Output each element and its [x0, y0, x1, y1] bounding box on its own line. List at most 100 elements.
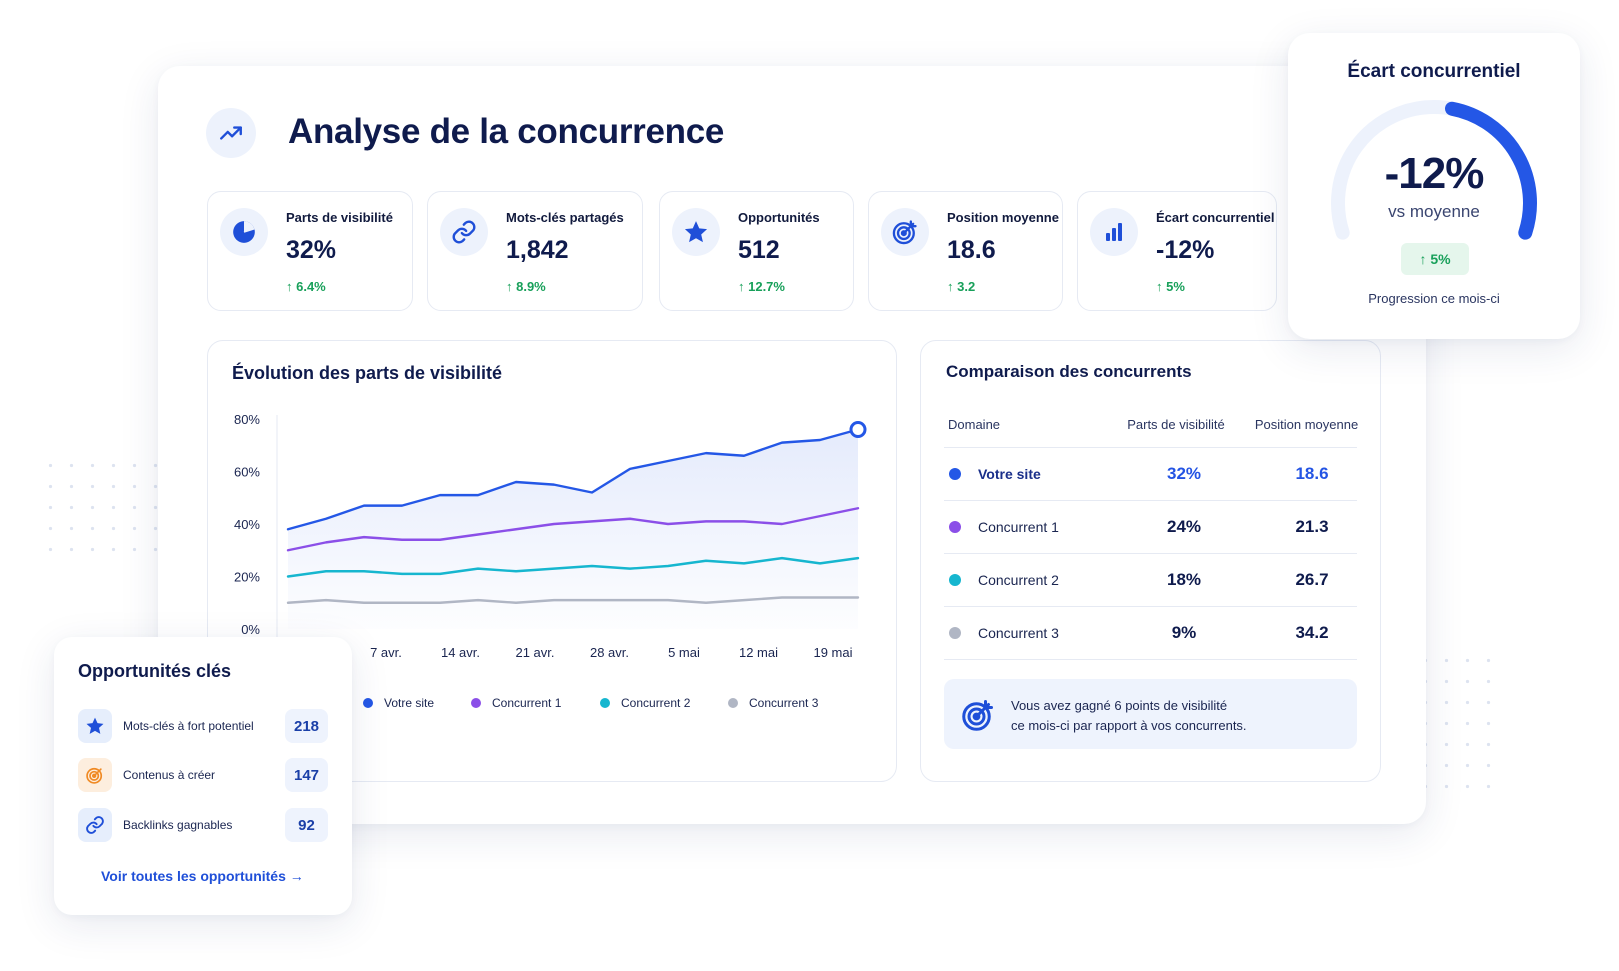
legend-dot [471, 698, 481, 708]
chart-title: Évolution des parts de visibilité [232, 363, 503, 383]
gauge-title: Écart concurrentiel [1347, 61, 1521, 82]
legend-dot [728, 698, 738, 708]
average-position: 26.7 [1295, 570, 1329, 589]
kpi-label: Position moyenne [947, 210, 1059, 225]
series-line-votre-site [286, 428, 860, 531]
visibility-share: 18% [1166, 570, 1202, 589]
visibility-share: 9% [1171, 623, 1197, 642]
gauge-chart [1331, 100, 1537, 240]
kpi-label: Opportunités [738, 210, 820, 225]
legend-dot [949, 521, 961, 533]
column-header-share: Parts de visibilité [1127, 417, 1225, 432]
star-icon [672, 208, 720, 256]
dot-pattern-right [1415, 650, 1505, 800]
average-position: 21.3 [1295, 517, 1329, 536]
table-row[interactable]: Concurrent 1 24% 21.3 [944, 500, 1357, 553]
kpi-change: ↑ 8.9% [506, 279, 546, 294]
kpi-change: ↑ 6.4% [286, 279, 326, 294]
legend-dot [949, 468, 961, 480]
column-header-position: Position moyenne [1254, 417, 1359, 432]
visibility-line-chart: 80% 60% 40% 20% 0% 7 avr. 14 avr. 21 avr. 28 avr… [234, 412, 867, 710]
opportunity-count: 147 [285, 758, 328, 792]
series-end-marker [849, 421, 867, 438]
legend-label: Votre site [384, 696, 434, 710]
x-tick-label: 14 avr. [441, 645, 480, 660]
y-tick-label: 60% [234, 465, 260, 480]
pie-chart-icon [220, 208, 268, 256]
insight-text: Vous avez gagné 6 points de visibilité c… [1011, 696, 1247, 736]
target-icon [881, 208, 929, 256]
gauge-subtitle: vs moyenne [1388, 202, 1480, 221]
insight-banner: Vous avez gagné 6 points de visibilité c… [944, 679, 1357, 749]
opportunity-item-backlinks[interactable]: Backlinks gagnables 92 [78, 808, 328, 842]
kpi-change: ↑ 12.7% [738, 279, 785, 294]
target-icon [962, 700, 993, 731]
series-line-concurrent-3 [286, 596, 860, 604]
kpi-change: ↑ 5% [1156, 279, 1185, 294]
kpi-value: 32% [286, 236, 337, 264]
gauge-value: -12% [1384, 149, 1485, 198]
domain-name: Votre site [978, 466, 1041, 482]
series-line-concurrent-2 [286, 556, 860, 578]
opportunity-item-keywords[interactable]: Mots-clés à fort potentiel 218 [78, 709, 328, 743]
comparison-title: Comparaison des concurrents [946, 362, 1192, 381]
visibility-share: 24% [1166, 517, 1202, 536]
legend-label: Concurrent 3 [749, 696, 819, 710]
kpi-card-shared-keywords[interactable]: Mots-clés partagés 1,842 ↑ 8.9% [427, 191, 643, 311]
average-position: 18.6 [1295, 464, 1329, 483]
gauge-fill [1444, 101, 1537, 240]
opportunity-label: Backlinks gagnables [123, 818, 233, 832]
average-position: 34.2 [1295, 623, 1329, 642]
y-tick-label: 20% [234, 570, 260, 585]
kpi-value: 1,842 [506, 236, 569, 264]
column-header-domain: Domaine [948, 417, 1001, 432]
x-tick-label: 5 mai [668, 645, 700, 660]
table-row[interactable]: Concurrent 2 18% 26.7 [944, 553, 1357, 606]
opportunity-label: Mots-clés à fort potentiel [123, 719, 254, 733]
opportunity-count: 218 [285, 709, 328, 743]
dot-pattern-left [40, 455, 160, 565]
kpi-card-visibility[interactable]: Parts de visibilité 32% ↑ 6.4% [207, 191, 413, 311]
target-icon [78, 758, 112, 792]
legend-dot [600, 698, 610, 708]
series-area-votre-site [288, 429, 858, 629]
kpi-value: 512 [738, 236, 780, 264]
kpi-card-average-position[interactable]: Position moyenne 18.6 ↑ 3.2 [868, 191, 1063, 311]
opportunity-item-content[interactable]: Contenus à créer 147 [78, 758, 328, 792]
kpi-change: ↑ 3.2 [947, 279, 976, 294]
x-tick-label: 7 avr. [370, 645, 402, 660]
star-icon [78, 709, 112, 743]
legend-label: Concurrent 2 [621, 696, 691, 710]
competitive-gap-gauge-card: Écart concurrentiel -12% vs moyenne ↑ 5%… [1288, 33, 1580, 339]
insight-line-2: ce mois-ci par rapport à vos concurrents… [1011, 718, 1247, 733]
kpi-label: Écart concurrentiel [1156, 210, 1275, 225]
kpi-card-opportunities[interactable]: Opportunités 512 ↑ 12.7% [659, 191, 854, 311]
opportunities-title: Opportunités clés [78, 661, 232, 681]
view-all-opportunities-link[interactable]: Voir toutes les opportunités → [101, 868, 304, 884]
legend-label: Concurrent 1 [492, 696, 562, 710]
insight-line-1: Vous avez gagné 6 points de visibilité [1011, 698, 1228, 713]
link-icon [78, 808, 112, 842]
legend-dot [949, 574, 961, 586]
x-tick-label: 12 mai [739, 645, 778, 660]
trend-up-icon [206, 108, 256, 158]
domain-name: Concurrent 2 [978, 572, 1059, 588]
competitor-comparison-card: Comparaison des concurrents Domaine Part… [920, 340, 1381, 782]
kpi-value: 18.6 [947, 236, 996, 264]
kpi-label: Mots-clés partagés [506, 210, 624, 225]
gauge-change-badge: ↑ 5% [1401, 243, 1469, 275]
page-title: Analyse de la concurrence [288, 112, 725, 151]
kpi-card-competitive-gap[interactable]: Écart concurrentiel -12% ↑ 5% [1077, 191, 1277, 311]
link-icon [440, 208, 488, 256]
kpi-value: -12% [1156, 236, 1215, 264]
x-tick-label: 19 mai [813, 645, 852, 660]
legend-dot [363, 698, 373, 708]
table-row[interactable]: Concurrent 3 9% 34.2 [944, 606, 1357, 659]
opportunity-label: Contenus à créer [123, 768, 216, 782]
bar-chart-icon [1090, 208, 1138, 256]
table-row[interactable]: Votre site 32% 18.6 [944, 447, 1357, 500]
x-tick-label: 28 avr. [590, 645, 629, 660]
domain-name: Concurrent 1 [978, 519, 1059, 535]
table-divider [944, 659, 1357, 660]
legend-dot [949, 627, 961, 639]
